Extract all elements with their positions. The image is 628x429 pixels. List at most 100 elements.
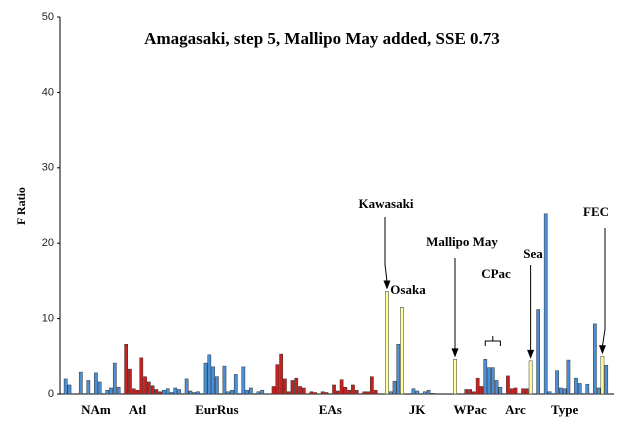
y-tick-label: 40 [42, 86, 54, 98]
annotation: CPac [481, 266, 511, 281]
x-tick-label: NAm [81, 402, 111, 417]
arrow-head [451, 348, 459, 358]
bar [226, 391, 231, 395]
bar [109, 387, 113, 395]
bar [271, 386, 276, 395]
bar [177, 389, 181, 395]
bar [256, 391, 261, 395]
bar [524, 388, 529, 395]
annotation-arrow [384, 217, 388, 282]
bar [298, 386, 302, 395]
bar [283, 378, 287, 395]
bar [150, 385, 155, 395]
annotation: Mallipo May [426, 234, 498, 249]
bar [468, 389, 472, 395]
bar [196, 391, 200, 395]
bar [290, 380, 295, 395]
bar [215, 376, 219, 395]
bar [260, 389, 265, 395]
bar [509, 388, 514, 395]
bar [207, 354, 212, 395]
bar [392, 380, 397, 395]
bar [135, 389, 140, 395]
bar [566, 359, 571, 395]
bar [351, 384, 355, 395]
annotation-arrow [601, 228, 606, 347]
bar [528, 360, 533, 395]
bar [275, 364, 280, 395]
arrow-head [598, 345, 606, 355]
bar [233, 374, 238, 395]
bar [184, 378, 189, 395]
bar [309, 391, 314, 395]
bar [128, 368, 132, 395]
bar [513, 387, 518, 395]
annotation: Sea [523, 246, 543, 261]
bar [415, 390, 420, 395]
bar [370, 376, 374, 395]
bar [498, 386, 503, 395]
bar [562, 388, 567, 395]
bar [158, 391, 163, 395]
bar [162, 389, 166, 395]
y-tick-label: 50 [42, 11, 54, 23]
annotation-bracket [484, 336, 501, 346]
bar [400, 307, 404, 395]
bar [286, 391, 291, 395]
annotation: Osaka [390, 282, 426, 297]
bar [585, 383, 590, 395]
bar [203, 362, 208, 395]
annotation: Kawasaki [359, 196, 414, 211]
bar [604, 365, 609, 395]
bar [67, 384, 72, 395]
bar [86, 380, 91, 395]
y-tick-label: 0 [48, 388, 54, 400]
arrow-head [527, 349, 535, 359]
bar [146, 381, 151, 395]
bar [422, 391, 427, 395]
bar [78, 371, 83, 395]
bar [154, 389, 159, 395]
bar [472, 391, 476, 395]
bar [249, 387, 253, 395]
bar [487, 367, 491, 395]
bar [112, 362, 117, 395]
bar [536, 309, 541, 395]
bar [453, 359, 457, 395]
y-tick-label: 30 [42, 162, 54, 174]
bar [574, 377, 578, 395]
bar [388, 391, 393, 395]
bar [230, 389, 234, 395]
bar [169, 392, 174, 395]
bar [475, 377, 480, 395]
bar [94, 372, 98, 395]
bar [339, 379, 344, 395]
bar [324, 392, 329, 395]
y-tick-label: 20 [42, 237, 54, 249]
bar [63, 378, 68, 395]
bar [188, 390, 193, 395]
bar [332, 384, 336, 395]
y-tick-label: 10 [42, 313, 54, 325]
bar [385, 291, 389, 395]
x-tick-label: Arc [505, 402, 526, 417]
bar [245, 389, 249, 395]
bar [131, 388, 136, 395]
y-axis-label: F Ratio [14, 187, 28, 225]
bar [600, 356, 605, 395]
bar [116, 386, 121, 395]
chart-title: Amagasaki, step 5, Mallipo May added, SS… [144, 29, 500, 48]
bar [124, 343, 129, 395]
bar [211, 366, 215, 395]
bar [97, 381, 102, 395]
x-tick-label: Type [551, 402, 578, 417]
arrow-head [383, 280, 391, 290]
bar [430, 392, 435, 395]
bar [354, 389, 359, 395]
annotation: FEC [583, 204, 609, 219]
bar [479, 386, 484, 395]
x-tick-label: Atl [129, 402, 147, 417]
bar [165, 388, 170, 395]
x-tick-label: EurRus [195, 402, 238, 417]
